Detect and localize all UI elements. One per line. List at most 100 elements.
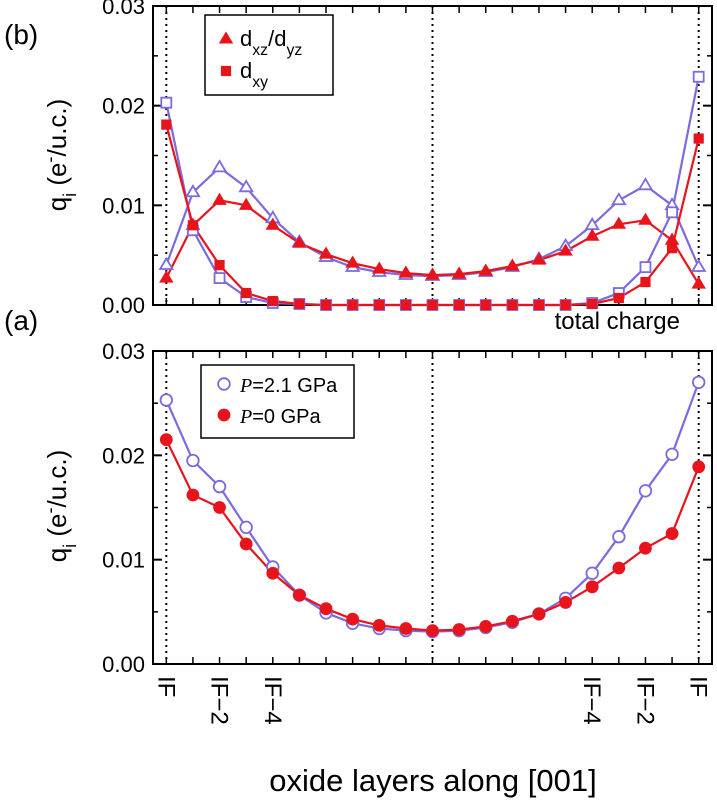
data-point xyxy=(212,192,227,205)
data-point xyxy=(426,624,439,638)
data-point xyxy=(611,216,627,229)
data-point xyxy=(612,561,626,575)
x-tick-label: IF−2 xyxy=(631,676,658,725)
data-point xyxy=(480,299,491,311)
data-point xyxy=(479,620,493,633)
data-point xyxy=(186,488,200,502)
shared-x-axis: IF IF−2 IF−4 IF−4 IF−2 IF oxide layers along [… xyxy=(152,676,711,798)
data-point xyxy=(585,566,599,580)
data-point xyxy=(612,530,626,544)
data-point xyxy=(454,299,465,311)
data-point xyxy=(265,217,281,230)
data-point xyxy=(187,220,199,231)
legend-label: P=0 GPa xyxy=(239,406,321,428)
data-point xyxy=(639,541,652,555)
data-point xyxy=(558,243,573,256)
data-point xyxy=(238,197,254,210)
legend-label: dxy xyxy=(240,58,268,91)
y-tick-label: 0.03 xyxy=(102,339,145,364)
data-point xyxy=(267,295,278,307)
y-tick-label: 0.01 xyxy=(102,193,145,218)
data-point xyxy=(213,272,226,284)
x-tick-label: IF−4 xyxy=(259,676,286,725)
data-point xyxy=(692,70,705,83)
y-axis-label: qi (e-/u.c.) xyxy=(40,99,80,212)
data-point xyxy=(666,206,678,219)
data-point xyxy=(637,177,654,191)
data-point xyxy=(560,299,571,311)
data-point xyxy=(531,252,547,265)
data-point xyxy=(213,501,226,514)
y-tick-label: 0.01 xyxy=(102,548,145,573)
data-point xyxy=(266,566,280,580)
data-point xyxy=(478,263,493,276)
data-point xyxy=(239,520,253,535)
data-point xyxy=(532,607,546,621)
data-point xyxy=(211,159,228,173)
data-point xyxy=(161,119,172,130)
data-point xyxy=(159,393,174,407)
x-tick-label: IF xyxy=(152,676,179,697)
x-tick-label: IF xyxy=(685,676,712,697)
data-point xyxy=(690,258,707,272)
data-point xyxy=(372,261,387,274)
data-point xyxy=(691,276,706,289)
data-point xyxy=(185,184,201,198)
y-tick-label: 0.02 xyxy=(102,443,145,468)
data-point xyxy=(505,614,519,628)
legend-box xyxy=(204,14,334,96)
panel-b: 0.00 0.01 0.02 0.03 (b) qi (e-/u.c.) dxz/dyzdx… xyxy=(4,0,713,318)
y-axis-label: qi (e-/u.c.) xyxy=(40,450,80,563)
data-point xyxy=(374,299,385,311)
data-point xyxy=(533,299,545,311)
data-point xyxy=(692,460,706,474)
legend-symbol xyxy=(217,377,231,391)
data-point xyxy=(664,232,680,245)
panel-a: 0.00 0.01 0.02 0.03 (a) qi (e-/u.c.) P=2.1 GPa… xyxy=(4,305,713,677)
data-point xyxy=(160,96,173,109)
x-axis-label: oxide layers along [001] xyxy=(269,763,596,798)
data-point xyxy=(691,375,706,390)
data-point xyxy=(159,433,173,447)
data-point xyxy=(398,265,414,278)
data-point xyxy=(400,299,411,311)
data-point xyxy=(292,235,307,248)
data-point xyxy=(452,623,466,636)
data-point xyxy=(640,276,651,288)
x-tick-label: IF−4 xyxy=(578,676,605,725)
y-tick-label: 0.02 xyxy=(102,94,145,119)
legend-symbol xyxy=(217,408,231,422)
data-point xyxy=(320,299,332,311)
data-point xyxy=(559,596,572,609)
data-point xyxy=(241,287,252,299)
data-point xyxy=(346,612,360,626)
data-point xyxy=(319,602,333,616)
data-point xyxy=(638,212,653,225)
panel-label: (b) xyxy=(4,19,38,50)
data-point xyxy=(293,588,306,602)
legend-label: P=2.1 GPa xyxy=(239,375,338,397)
data-point xyxy=(665,527,679,540)
data-point xyxy=(294,298,305,310)
panel-label: (a) xyxy=(4,305,38,336)
legend-symbol xyxy=(220,65,232,77)
data-point xyxy=(425,267,440,280)
y-tick-label: 0.00 xyxy=(102,652,145,677)
legend-box xyxy=(200,364,355,439)
y-tick-label: 0.03 xyxy=(102,0,145,19)
y-tick-label: 0.00 xyxy=(102,293,145,318)
data-point xyxy=(158,256,175,270)
data-point xyxy=(587,298,598,310)
data-point xyxy=(238,179,254,193)
annotation-total-charge: total charge xyxy=(555,308,680,335)
data-point xyxy=(505,258,520,271)
data-point xyxy=(186,453,200,468)
data-point xyxy=(159,270,174,283)
data-point xyxy=(347,299,358,311)
data-point xyxy=(372,618,386,632)
data-point xyxy=(214,260,225,271)
data-point xyxy=(693,133,704,144)
data-point xyxy=(399,622,413,635)
data-point xyxy=(318,246,334,259)
